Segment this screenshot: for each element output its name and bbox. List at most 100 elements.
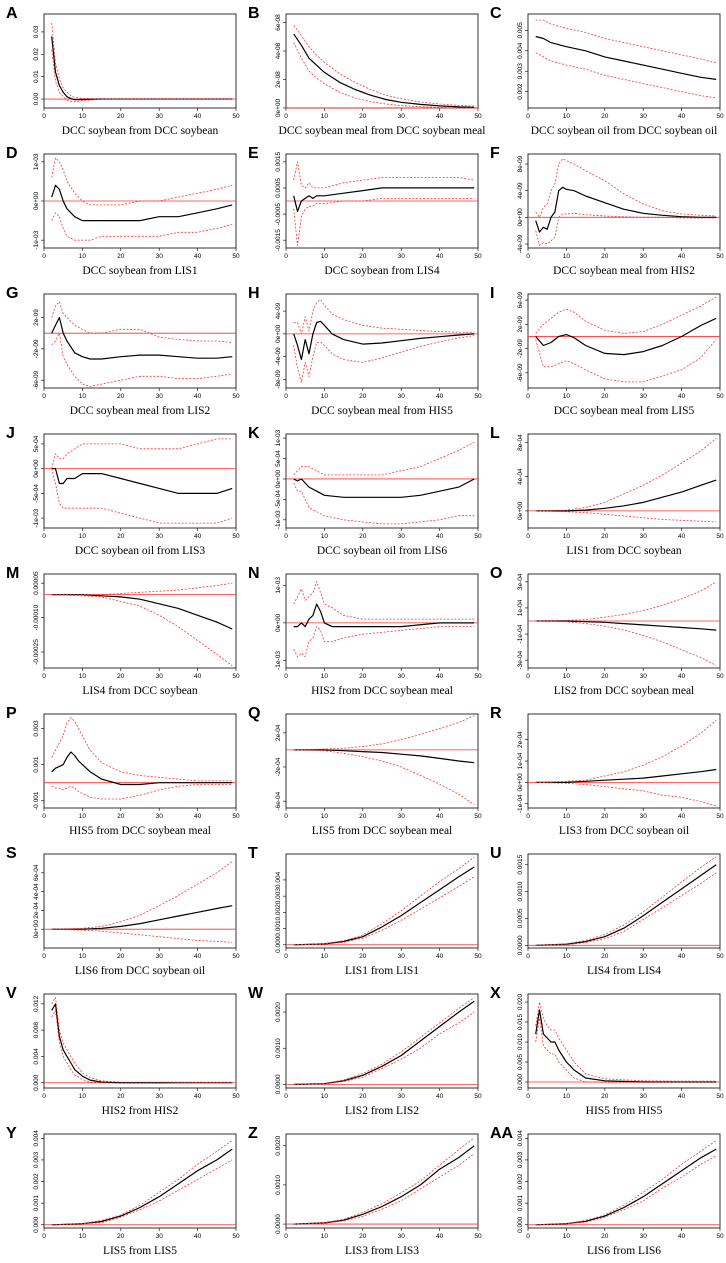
x-tick-label: 10 xyxy=(563,533,571,540)
panel-b: B 0 10 20 30 40 50 0e+00 2e-08 4e-08 6e-08 DCC soyb… xyxy=(242,2,486,142)
x-tick-label: 0 xyxy=(284,113,288,120)
panel-s: S 0 10 20 30 40 50 0e+00 2e-04 4e-04 6e-04 LIS6 fro… xyxy=(0,842,242,982)
response-line xyxy=(293,1000,475,1085)
x-tick-label: 20 xyxy=(117,253,125,260)
y-tick-label: 0.000 xyxy=(33,1216,40,1233)
x-tick-label: 30 xyxy=(398,1233,406,1240)
lower-ci-line xyxy=(51,1009,233,1084)
y-tick-label: 0.001 xyxy=(275,920,282,937)
y-tick-label: 4e-04 xyxy=(517,468,524,485)
x-tick-label: 0 xyxy=(42,673,46,680)
x-tick-label: 10 xyxy=(79,533,87,540)
y-tick-label: 0.01 xyxy=(33,70,40,83)
panel-label: E xyxy=(248,145,259,162)
x-tick-label: 40 xyxy=(678,953,686,960)
panel-label: T xyxy=(248,845,258,862)
y-tick-label: 0.0010 xyxy=(517,881,524,901)
lower-ci-line xyxy=(535,339,717,383)
y-tick-label: -0.0005 xyxy=(275,203,282,225)
plot-frame xyxy=(285,853,479,949)
x-tick-label: 50 xyxy=(474,1093,482,1100)
response-line xyxy=(293,1145,475,1225)
lower-ci-line xyxy=(51,212,233,241)
x-tick-label: 10 xyxy=(79,1233,87,1240)
response-line xyxy=(51,36,233,101)
x-tick-label: 50 xyxy=(716,953,724,960)
x-tick-label: 40 xyxy=(436,1233,444,1240)
x-tick-label: 0 xyxy=(526,533,530,540)
lower-ci-line xyxy=(293,749,475,805)
x-axis-title: DCC soybean meal from DCC soybean meal xyxy=(279,125,486,137)
upper-ci-line xyxy=(293,441,475,476)
y-tick-label: 2e-08 xyxy=(275,71,282,88)
panel-label: A xyxy=(6,5,18,22)
x-tick-label: 50 xyxy=(232,533,240,540)
y-tick-label: 0.02 xyxy=(33,48,40,61)
x-tick-label: 10 xyxy=(563,1233,571,1240)
x-tick-label: 0 xyxy=(526,1233,530,1240)
panel-p: P 0 10 20 30 40 50 -0.001 0.001 0.003 HIS5 from DC… xyxy=(0,702,242,842)
panel-label: Z xyxy=(248,1125,258,1142)
x-tick-label: 50 xyxy=(474,953,482,960)
x-tick-label: 50 xyxy=(716,673,724,680)
panel-label: B xyxy=(248,5,260,22)
x-axis-title: HIS2 from HIS2 xyxy=(102,1105,179,1117)
x-tick-label: 40 xyxy=(678,393,686,400)
plot-frame xyxy=(285,433,479,529)
plot-frame xyxy=(527,1133,721,1229)
y-tick-label: 1e-03 xyxy=(33,153,40,170)
x-tick-label: 10 xyxy=(563,673,571,680)
x-tick-label: 50 xyxy=(474,393,482,400)
x-tick-label: 10 xyxy=(79,953,87,960)
chart-k: K 0 10 20 30 40 50 -1e-03-5e-04 0e+00 5e-04 1e-03 D… xyxy=(248,425,482,557)
y-tick-label: 0e+00 xyxy=(517,773,524,792)
x-tick-label: 30 xyxy=(156,673,164,680)
x-tick-label: 30 xyxy=(640,953,648,960)
panel-label: X xyxy=(490,985,501,1002)
x-tick-label: 20 xyxy=(359,813,367,820)
x-tick-label: 20 xyxy=(117,393,125,400)
x-tick-label: 30 xyxy=(156,393,164,400)
x-axis-title: LIS6 from LIS6 xyxy=(587,1245,661,1257)
y-tick-label: -1e-03 xyxy=(33,508,40,527)
panel-label: O xyxy=(490,565,502,582)
panel-label: M xyxy=(6,565,19,582)
upper-ci-line xyxy=(535,1001,717,1082)
lower-ci-line xyxy=(535,1155,717,1226)
panel-aa: AA 0 10 20 30 40 50 0.000 0.001 0.002 0.003 0.004 LI… xyxy=(484,1122,726,1262)
chart-z: Z 0 10 20 30 40 50 0.0000 0.0010 0.0020 LIS3 from … xyxy=(248,1125,482,1257)
x-axis-title: LIS5 from DCC soybean meal xyxy=(312,825,453,837)
panel-x: X 0 10 20 30 40 50 0.000 0.005 0.010 0.015 0.020 HIS… xyxy=(484,982,726,1122)
response-line xyxy=(293,320,475,361)
y-tick-label: 0.002 xyxy=(275,904,282,921)
panel-label: L xyxy=(490,425,500,442)
y-tick-label: 0.000 xyxy=(517,1216,524,1233)
x-axis-title: DCC soybean meal from HIS2 xyxy=(553,265,695,277)
x-tick-label: 40 xyxy=(194,113,202,120)
x-tick-label: 40 xyxy=(678,253,686,260)
panel-label: AA xyxy=(490,1125,514,1142)
response-line xyxy=(51,467,233,495)
y-tick-label: 0e+00 xyxy=(33,920,40,939)
y-tick-label: 0.001 xyxy=(517,1195,524,1212)
x-axis-title: LIS3 from DCC soybean oil xyxy=(559,825,689,837)
y-tick-label: 0.0015 xyxy=(517,854,524,874)
x-axis-title: DCC soybean oil from DCC soybean oil xyxy=(531,125,718,137)
upper-ci-line xyxy=(293,856,475,946)
x-tick-label: 40 xyxy=(678,673,686,680)
y-tick-label: 0.001 xyxy=(33,1195,40,1212)
x-tick-label: 0 xyxy=(526,253,530,260)
y-tick-label: 0.003 xyxy=(517,1151,524,1168)
lower-ci-line xyxy=(51,784,233,800)
y-tick-label: 0.015 xyxy=(517,1013,524,1030)
upper-ci-line xyxy=(535,296,717,334)
plot-frame xyxy=(43,1133,237,1229)
x-tick-label: 10 xyxy=(79,673,87,680)
y-tick-label: 0.005 xyxy=(517,1053,524,1070)
x-tick-label: 0 xyxy=(42,393,46,400)
x-tick-label: 10 xyxy=(321,113,329,120)
x-axis-title: HIS5 from DCC soybean meal xyxy=(69,825,211,837)
y-tick-label: -1e-03 xyxy=(275,510,282,529)
x-tick-label: 50 xyxy=(716,393,724,400)
y-tick-label: 0.005 xyxy=(517,22,524,39)
